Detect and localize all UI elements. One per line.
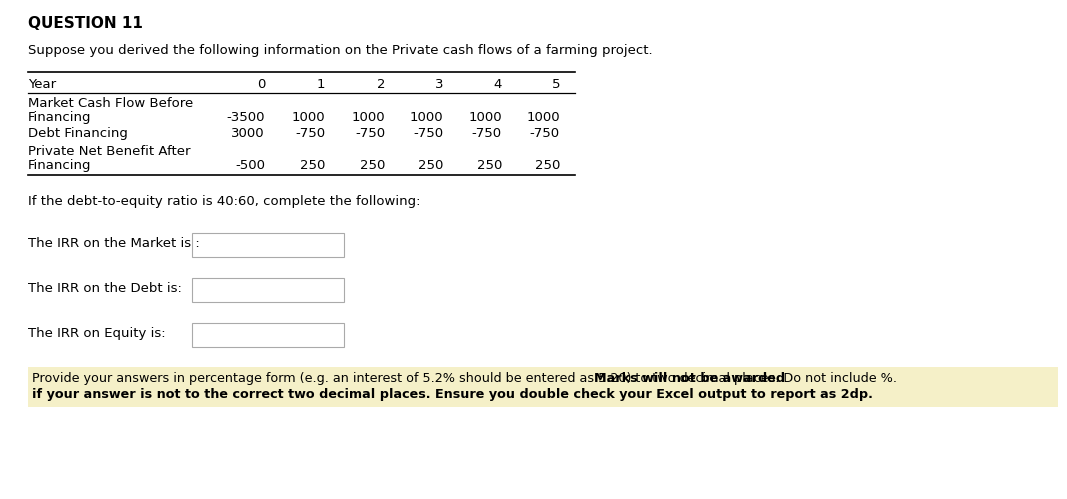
Text: 250: 250 (477, 159, 501, 172)
Text: -750: -750 (294, 127, 325, 140)
Text: Provide your answers in percentage form (e.g. an interest of 5.2% should be ente: Provide your answers in percentage form … (32, 372, 901, 385)
Text: Private Net Benefit After: Private Net Benefit After (28, 145, 191, 158)
Text: -750: -750 (530, 127, 560, 140)
Text: Marks will not be awarded: Marks will not be awarded (594, 372, 785, 385)
Text: If the debt-to-equity ratio is 40:60, complete the following:: If the debt-to-equity ratio is 40:60, co… (28, 195, 420, 208)
Text: The IRR on the Market is :: The IRR on the Market is : (28, 237, 200, 250)
Text: 250: 250 (417, 159, 443, 172)
Text: 3: 3 (434, 78, 443, 91)
Text: 1000: 1000 (351, 111, 385, 124)
Text: 5: 5 (552, 78, 560, 91)
Text: 1000: 1000 (526, 111, 560, 124)
Bar (192, 233, 344, 257)
Text: Financing: Financing (28, 159, 92, 172)
Text: -750: -750 (413, 127, 443, 140)
Text: 250: 250 (535, 159, 560, 172)
Text: -500: -500 (235, 159, 265, 172)
Text: Market Cash Flow Before: Market Cash Flow Before (28, 97, 193, 110)
Bar (28, 367, 1058, 407)
Text: 1: 1 (317, 78, 325, 91)
Bar (192, 323, 344, 347)
Text: 1000: 1000 (291, 111, 325, 124)
Bar (192, 278, 344, 302)
Text: Financing: Financing (28, 111, 92, 124)
Text: Suppose you derived the following information on the Private cash flows of a far: Suppose you derived the following inform… (28, 44, 653, 57)
Text: Debt Financing: Debt Financing (28, 127, 128, 140)
Text: if your answer is not to the correct two decimal places. Ensure you double check: if your answer is not to the correct two… (32, 388, 873, 401)
Text: 2: 2 (377, 78, 385, 91)
Text: 1000: 1000 (468, 111, 501, 124)
Text: -3500: -3500 (226, 111, 265, 124)
Text: -750: -750 (355, 127, 385, 140)
Text: Year: Year (28, 78, 57, 91)
Text: The IRR on Equity is:: The IRR on Equity is: (28, 327, 165, 340)
Text: 1000: 1000 (410, 111, 443, 124)
Text: QUESTION 11: QUESTION 11 (28, 16, 143, 31)
Text: -750: -750 (472, 127, 501, 140)
Text: 250: 250 (300, 159, 325, 172)
Text: 250: 250 (360, 159, 385, 172)
Text: 0: 0 (257, 78, 265, 91)
Text: The IRR on the Debt is:: The IRR on the Debt is: (28, 282, 181, 295)
Text: 3000: 3000 (232, 127, 265, 140)
Text: 4: 4 (494, 78, 501, 91)
